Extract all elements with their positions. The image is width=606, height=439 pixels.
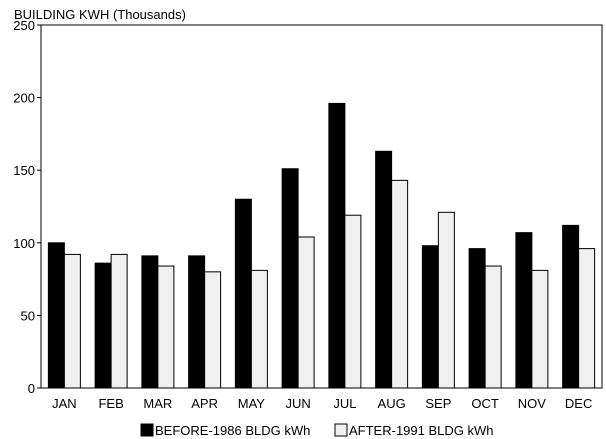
x-tick-label: APR — [191, 396, 218, 411]
x-tick-label: SEP — [425, 396, 451, 411]
legend-label-after: AFTER-1991 BLDG kWh — [349, 423, 494, 438]
y-tick-label: 0 — [28, 381, 35, 396]
y-axis-title: BUILDING KWH (Thousands) — [14, 7, 186, 22]
bar-after-jul — [344, 214, 362, 389]
bar-before-dec — [562, 224, 580, 389]
y-tick-label: 150 — [13, 163, 35, 178]
legend-swatch-before — [140, 423, 154, 437]
y-tick-label: 50 — [21, 308, 35, 323]
bar-before-jan — [47, 242, 65, 389]
y-axis: 0 50 100 150 200 250 — [13, 18, 41, 396]
bar-after-may — [250, 269, 268, 389]
x-tick-label: DEC — [565, 396, 592, 411]
y-tick-label: 100 — [13, 236, 35, 251]
bar-before-feb — [94, 262, 112, 389]
bar-before-jun — [281, 168, 299, 389]
legend-label-before: BEFORE-1986 BLDG kWh — [155, 423, 310, 438]
bar-before-jul — [328, 102, 346, 389]
bar-after-oct — [484, 265, 502, 389]
x-tick-label: OCT — [471, 396, 499, 411]
x-tick-label: JUL — [333, 396, 356, 411]
bar-after-jun — [297, 236, 315, 389]
bar-after-sep — [437, 211, 455, 389]
bar-before-may — [234, 198, 252, 389]
bar-after-dec — [578, 248, 596, 389]
x-tick-label: MAY — [238, 396, 266, 411]
bar-before-apr — [188, 255, 206, 389]
x-tick-label: MAR — [143, 396, 172, 411]
plot-frame — [40, 24, 603, 389]
bars — [47, 102, 596, 389]
bar-after-aug — [391, 179, 409, 389]
y-tick-label: 200 — [13, 91, 35, 106]
x-tick-label: NOV — [518, 396, 547, 411]
bar-after-mar — [157, 265, 175, 389]
x-tick-label: JAN — [52, 396, 77, 411]
bar-after-feb — [110, 253, 128, 389]
y-tick-label: 250 — [13, 18, 35, 33]
bar-before-mar — [141, 255, 159, 389]
bar-after-jan — [63, 253, 81, 389]
bar-after-nov — [531, 269, 549, 389]
bar-before-sep — [421, 245, 439, 389]
x-tick-label: FEB — [98, 396, 123, 411]
legend: BEFORE-1986 BLDG kWh AFTER-1991 BLDG kWh — [140, 423, 494, 438]
bar-before-nov — [515, 232, 533, 389]
bar-before-oct — [468, 248, 486, 389]
x-axis: JAN FEB MAR APR MAY JUN JUL AUG SEP OCT NOV DEC — [52, 396, 592, 411]
legend-swatch-after — [334, 423, 348, 437]
x-tick-label: JUN — [285, 396, 310, 411]
bar-before-aug — [375, 150, 393, 389]
bar-after-apr — [204, 271, 222, 389]
x-tick-label: AUG — [378, 396, 406, 411]
